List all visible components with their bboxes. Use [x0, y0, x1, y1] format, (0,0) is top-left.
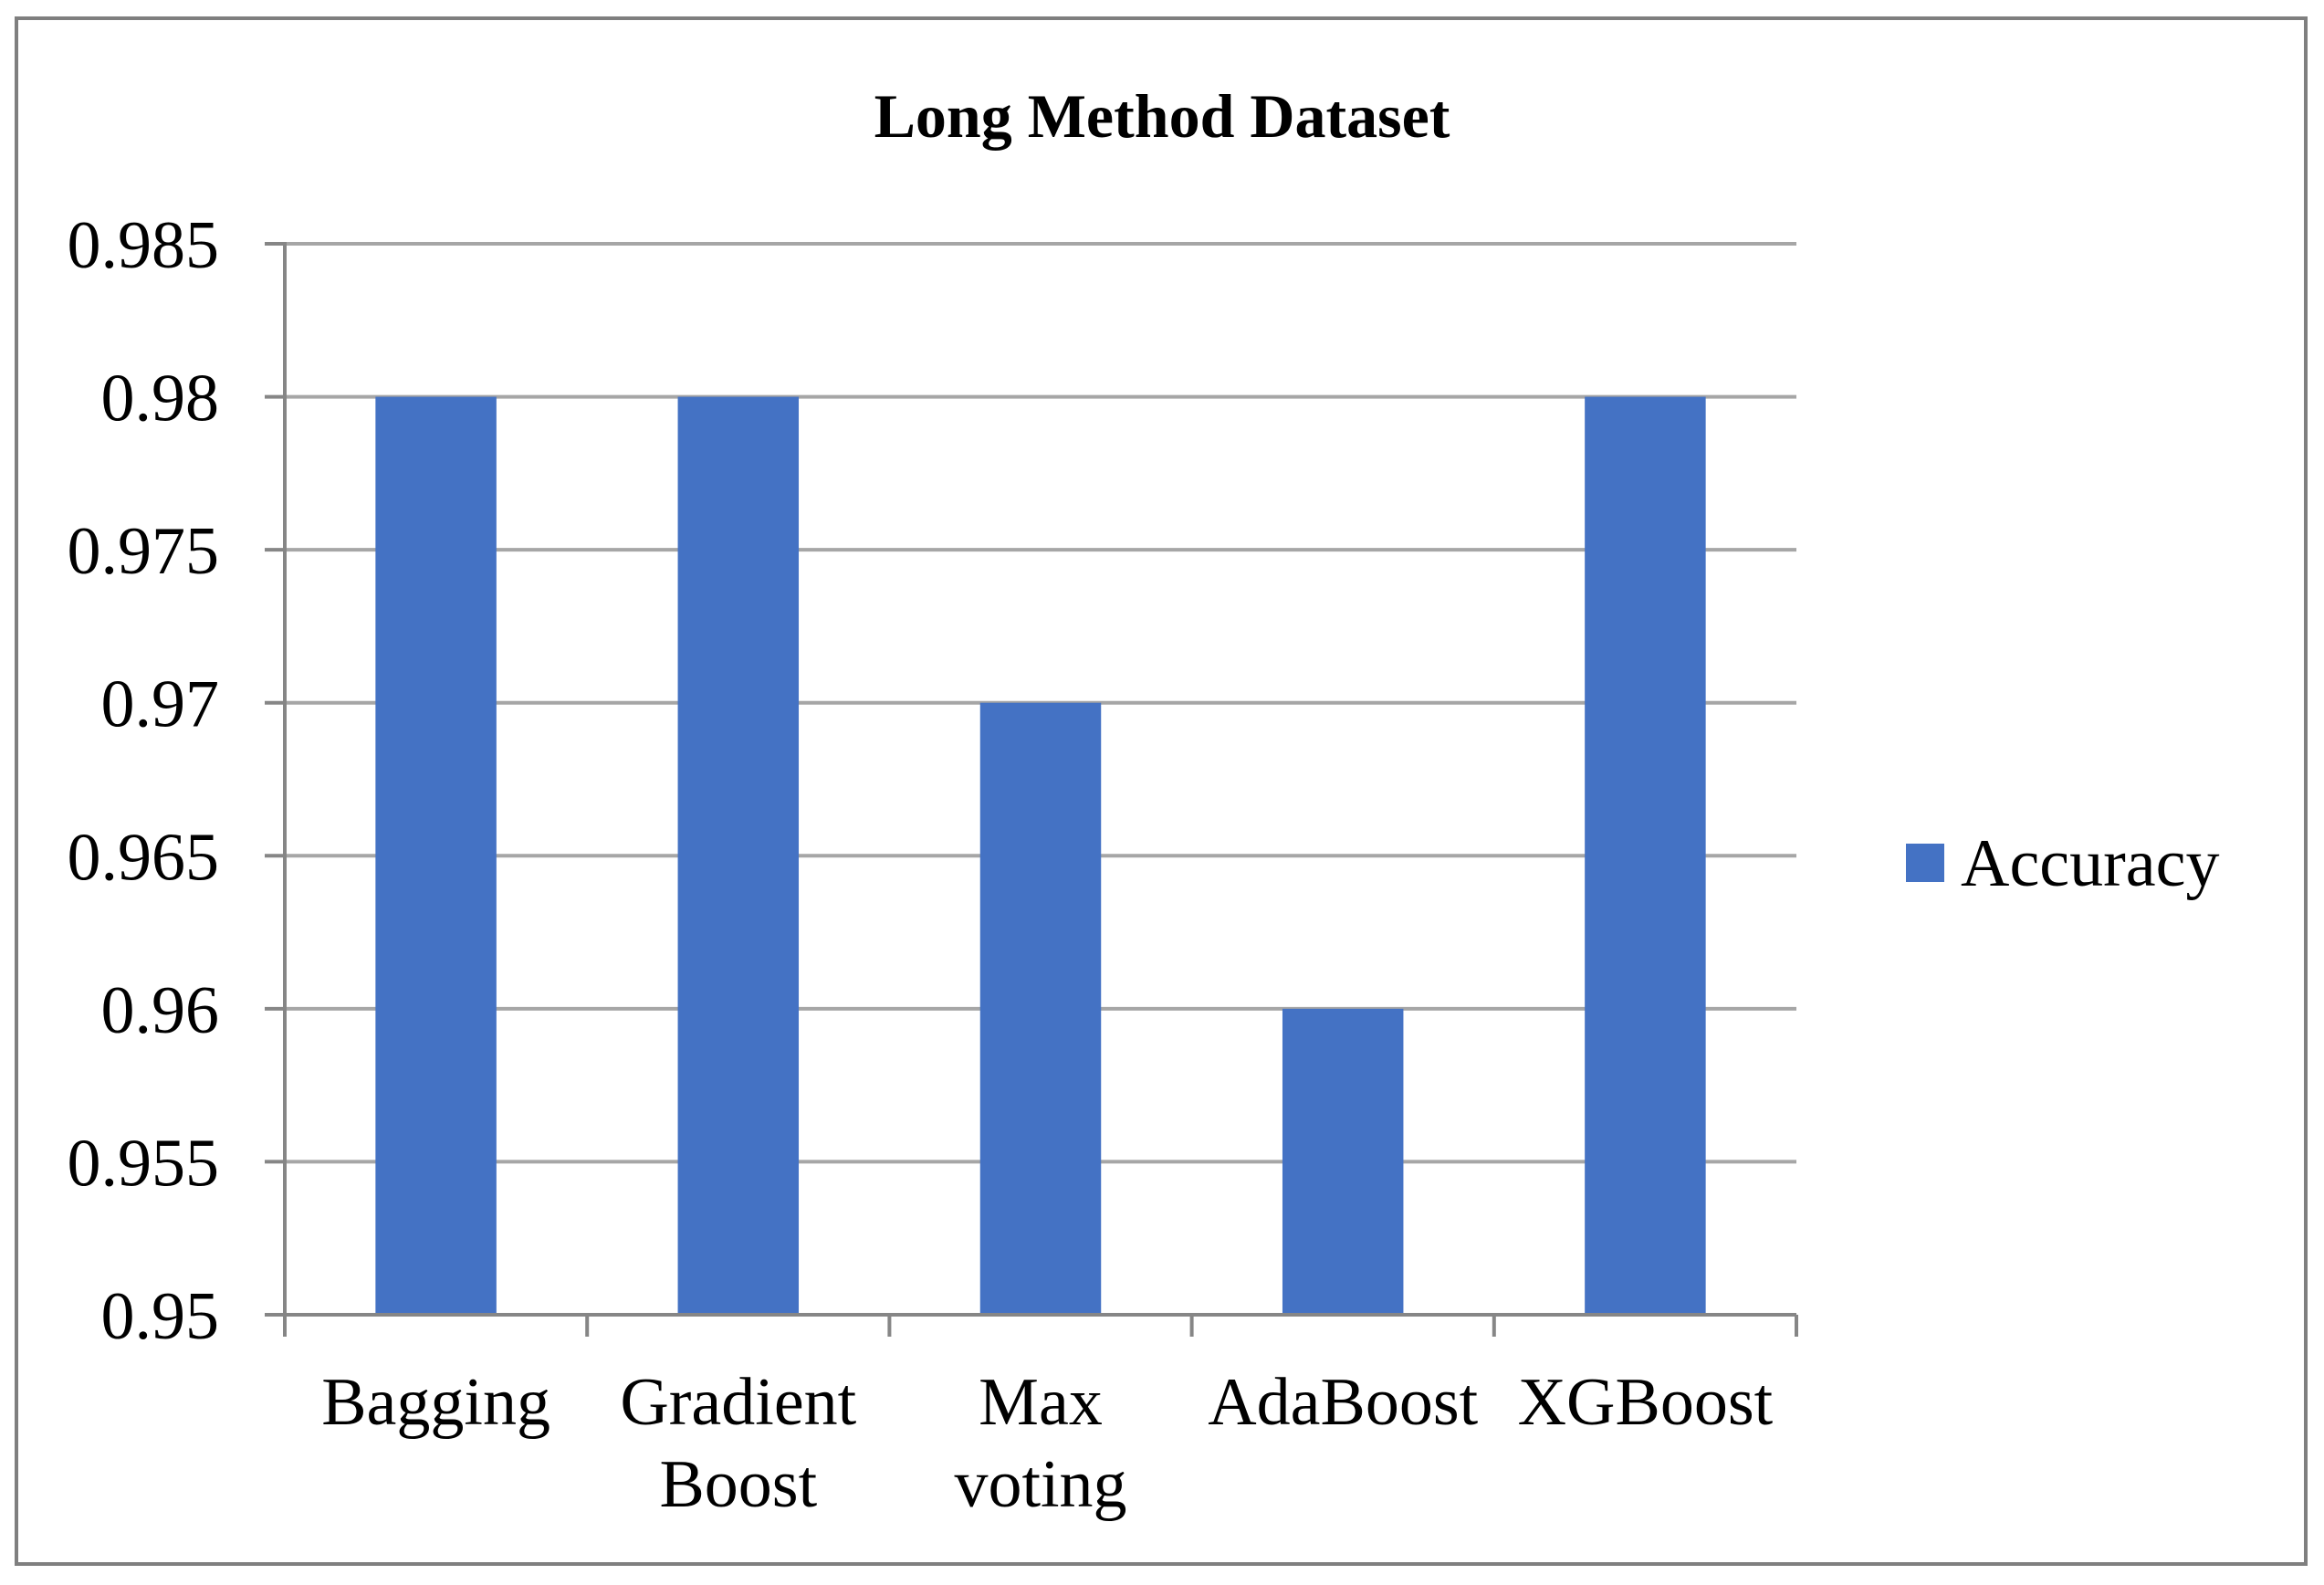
bar [979, 702, 1102, 1315]
bars [375, 396, 1706, 1316]
x-tick-label: Max [979, 1365, 1103, 1440]
y-tick-label: 0.95 [101, 1279, 220, 1354]
bar [677, 396, 800, 1316]
legend-label: Accuracy [1961, 826, 2219, 901]
y-tick-label: 0.97 [101, 667, 220, 742]
y-tick-label: 0.975 [68, 514, 220, 589]
legend: Accuracy [1906, 826, 2219, 901]
legend-swatch [1906, 844, 1944, 882]
y-tick-labels: 0.95 0.955 0.96 0.965 0.97 0.975 0.98 0.985 [68, 208, 220, 1354]
x-tick-label: voting [954, 1447, 1126, 1522]
y-tick-label: 0.98 [101, 362, 220, 436]
y-tick-label: 0.985 [68, 208, 220, 283]
x-tick-label: Gradient [620, 1365, 856, 1440]
x-tick-label: XGBoost [1518, 1365, 1774, 1440]
x-tick-label: AdaBoost [1208, 1365, 1478, 1440]
x-tick-label: Bagging [321, 1365, 550, 1440]
x-tick-label: Boost [659, 1447, 817, 1522]
y-tick-label: 0.965 [68, 820, 220, 895]
bar [375, 396, 497, 1316]
chart-border [15, 16, 2308, 1566]
axes [283, 242, 1798, 1337]
bar [1282, 1008, 1404, 1315]
bar [1585, 396, 1706, 1316]
y-tick-label: 0.955 [68, 1126, 220, 1201]
chart-title: Long Method Dataset [874, 81, 1450, 151]
y-tick-label: 0.96 [101, 973, 220, 1048]
